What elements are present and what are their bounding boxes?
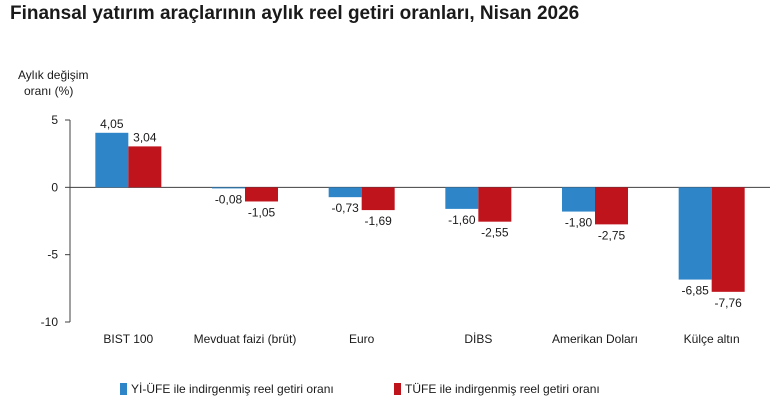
x-tick-label: Mevduat faizi (brüt): [194, 332, 297, 346]
data-label: -1,05: [248, 205, 276, 219]
data-label: -1,60: [448, 213, 476, 227]
bar-tufe: [245, 187, 278, 202]
bar-tufe: [478, 187, 512, 222]
bar-yiufe: [678, 187, 712, 280]
bar-yiufe: [445, 187, 479, 209]
x-tick-label: DİBS: [464, 332, 492, 346]
y-tick-label: -10: [41, 315, 59, 329]
data-labels: 4,05 3,04 -0,08 -1,05 -0,73 -1,69 -1,60 -2,55 -1…: [100, 117, 742, 310]
data-label: -2,55: [481, 226, 509, 240]
legend: Yİ-ÜFE ile indirgenmiş reel getiri oranı…: [120, 382, 600, 396]
bar-yiufe: [212, 187, 245, 189]
legend-swatch-tufe: [394, 383, 401, 395]
data-label: -0,08: [215, 192, 243, 206]
bar-tufe: [595, 187, 628, 225]
chart-title: Finansal yatırım araçlarının aylık reel …: [10, 3, 580, 24]
data-label: -1,80: [565, 216, 593, 230]
data-label: 3,04: [133, 130, 157, 144]
bar-yiufe: [562, 187, 595, 212]
y-axis-label-line-1: Aylık değişim: [18, 68, 88, 82]
bar-tufe: [361, 187, 395, 211]
data-label: -1,69: [364, 214, 392, 228]
y-axis-label-line-2: oranı (%): [24, 84, 73, 98]
x-tick-label: BIST 100: [103, 332, 153, 346]
y-tick-label: -5: [47, 248, 58, 262]
x-tick-label: Külçe altın: [684, 332, 740, 346]
axes: 5 0 -5 -10 BIST 100 Mevduat faizi (brüt) Euro D…: [41, 113, 770, 346]
legend-label-tufe: TÜFE ile indirgenmiş reel getiri oranı: [405, 382, 600, 396]
bars: [95, 132, 745, 292]
data-label: -0,73: [331, 201, 359, 215]
data-label: -2,75: [598, 228, 626, 242]
data-label: -7,76: [714, 296, 742, 310]
bar-tufe: [128, 146, 162, 188]
legend-label-yiufe: Yİ-ÜFE ile indirgenmiş reel getiri oranı: [131, 382, 334, 396]
legend-swatch-yiufe: [120, 383, 127, 395]
data-label: -6,85: [681, 284, 709, 298]
x-tick-label: Euro: [349, 332, 375, 346]
bar-tufe: [711, 187, 745, 292]
y-tick-label: 5: [51, 113, 58, 127]
bar-yiufe: [328, 187, 362, 198]
bar-yiufe: [95, 132, 129, 188]
y-tick-label: 0: [51, 180, 58, 194]
data-label: 4,05: [100, 117, 124, 131]
x-tick-label: Amerikan Doları: [552, 332, 638, 346]
